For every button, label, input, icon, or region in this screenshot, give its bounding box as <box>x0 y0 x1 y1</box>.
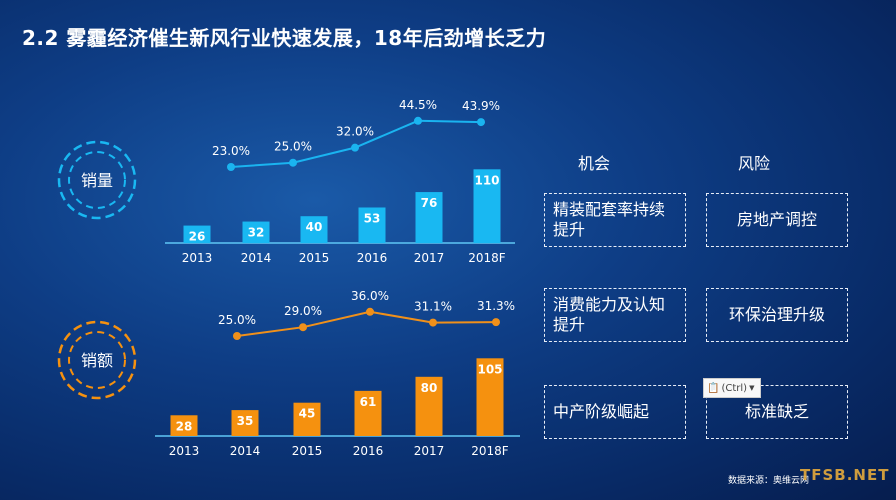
bar <box>415 192 443 243</box>
watermark-logo: TFSB.NET <box>800 466 890 484</box>
growth-label: 25.0% <box>218 313 256 327</box>
opportunity-box: 消费能力及认知提升 <box>544 288 686 342</box>
x-tick-label: 2014 <box>241 251 272 265</box>
bar-value-label: 105 <box>477 362 502 376</box>
growth-point <box>289 158 297 167</box>
growth-point <box>429 318 437 327</box>
bar <box>358 207 386 243</box>
x-tick-label: 2017 <box>414 444 445 458</box>
x-tick-label: 2014 <box>230 444 261 458</box>
bar-value-label: 61 <box>360 395 377 409</box>
bar <box>231 410 259 436</box>
growth-label: 31.1% <box>414 300 452 314</box>
opportunity-box: 精装配套率持续提升 <box>544 193 686 247</box>
paste-options-button[interactable]: 📋 (Ctrl) ▼ <box>703 378 761 398</box>
growth-point <box>299 323 307 332</box>
bar-value-label: 80 <box>421 381 438 395</box>
growth-label: 23.0% <box>212 144 250 158</box>
x-tick-label: 2013 <box>182 251 213 265</box>
dropdown-arrow-icon: ▼ <box>749 384 755 392</box>
risk-header: 风险 <box>738 154 771 173</box>
x-tick-label: 2015 <box>299 251 330 265</box>
bar-value-label: 32 <box>248 226 265 240</box>
growth-line <box>236 310 497 337</box>
dashed-ring-icon <box>68 331 126 389</box>
growth-point <box>366 307 374 316</box>
bar-value-label: 76 <box>421 196 438 210</box>
growth-point <box>414 116 422 125</box>
bar-value-label: 40 <box>306 220 323 234</box>
bar <box>293 402 321 436</box>
bar <box>300 216 328 243</box>
x-tick-label: 2018F <box>471 444 509 458</box>
opportunity-box: 中产阶级崛起 <box>544 385 686 439</box>
x-tick-label: 2016 <box>353 444 384 458</box>
bar <box>242 221 270 243</box>
dashed-ring-icon <box>57 140 137 220</box>
source-note: 数据来源：奥维云网 <box>728 476 810 486</box>
clipboard-icon: 📋 <box>707 382 720 394</box>
growth-label: 43.9% <box>462 99 500 113</box>
growth-label: 31.3% <box>477 299 515 313</box>
bar-value-label: 53 <box>364 211 381 225</box>
series-label: 销量 <box>81 171 113 190</box>
page-title: 2.2 雾霾经济催生新风行业快速发展，18年后劲增长乏力 <box>22 26 547 50</box>
x-tick-label: 2017 <box>414 251 445 265</box>
risk-box: 环保治理升级 <box>706 288 848 342</box>
paste-options-label: (Ctrl) <box>721 382 748 394</box>
bar <box>473 169 501 243</box>
growth-label: 29.0% <box>284 304 322 318</box>
bar <box>415 376 443 436</box>
growth-point <box>477 118 485 127</box>
opportunity-header: 机会 <box>578 154 611 173</box>
bar-value-label: 35 <box>237 414 254 428</box>
x-tick-label: 2018F <box>468 251 506 265</box>
bar <box>170 415 198 436</box>
growth-label: 32.0% <box>336 125 374 139</box>
x-tick-label: 2013 <box>169 444 200 458</box>
growth-point <box>351 143 359 152</box>
growth-point <box>233 332 241 340</box>
growth-label: 36.0% <box>351 289 389 303</box>
growth-label: 25.0% <box>274 140 312 154</box>
bar-value-label: 26 <box>189 230 206 244</box>
x-tick-label: 2016 <box>357 251 388 265</box>
bar <box>476 358 504 436</box>
x-tick-label: 2015 <box>292 444 323 458</box>
bar-value-label: 28 <box>176 419 193 433</box>
growth-point <box>492 318 500 327</box>
bar <box>354 390 382 436</box>
dashed-ring-icon <box>57 320 137 400</box>
bar-value-label: 45 <box>299 407 316 421</box>
dashed-ring-icon <box>68 151 126 209</box>
risk-box: 标准缺乏 <box>706 385 848 439</box>
bar-value-label: 110 <box>474 173 499 187</box>
growth-point <box>227 163 235 171</box>
growth-label: 44.5% <box>399 98 437 112</box>
risk-box: 房地产调控 <box>706 193 848 247</box>
bar <box>183 225 211 243</box>
series-label: 销额 <box>81 351 113 370</box>
